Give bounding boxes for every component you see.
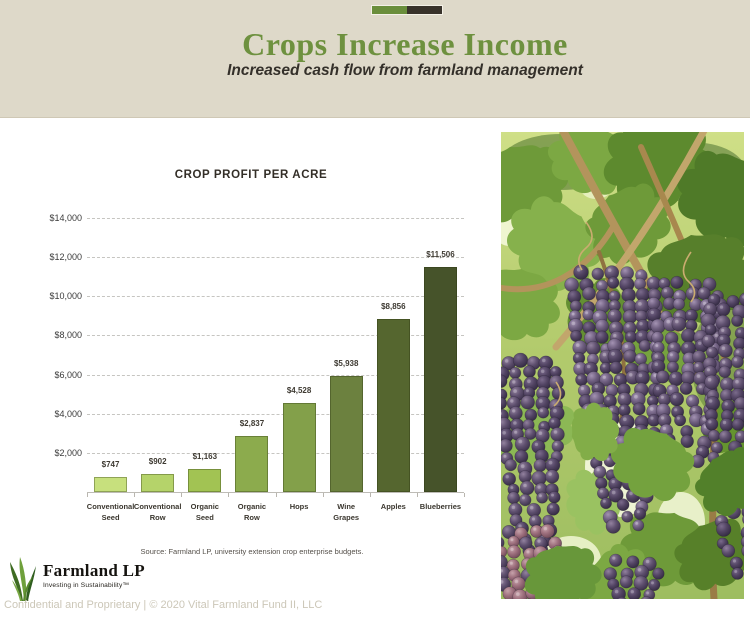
axis-tick — [416, 493, 418, 497]
footer-text: Confidential and Proprietary | © 2020 Vi… — [4, 599, 323, 611]
bar-organic-row — [235, 436, 269, 492]
x-axis-line — [87, 492, 464, 493]
logo-tagline: Investing in Sustainability™ — [43, 582, 130, 589]
logo-name: Farmland LP — [43, 561, 145, 580]
axis-tick — [134, 493, 136, 497]
header-band: Crops Increase Income Increased cash flo… — [0, 0, 750, 118]
axis-tick — [228, 493, 230, 497]
bar-hops — [282, 403, 316, 492]
bar-value-label: $11,506 — [426, 249, 455, 259]
gridline — [87, 257, 464, 259]
grapes-photo — [501, 132, 744, 599]
chart-title: CROP PROFIT PER ACRE — [174, 169, 328, 181]
bar-value-label: $2,837 — [239, 419, 265, 429]
axis-tick — [369, 493, 371, 497]
bar-value-label: $8,856 — [381, 301, 406, 311]
bar-value-label: $5,938 — [333, 358, 359, 368]
y-axis-label: $10,000 — [49, 291, 82, 302]
gridline — [87, 335, 464, 337]
gridline — [87, 218, 464, 219]
gridline — [87, 452, 464, 454]
axis-tick — [322, 493, 324, 497]
axis-tick — [181, 493, 183, 497]
x-axis-label: Conventional Seed — [86, 502, 135, 522]
chart-source-note: Source: Farmland LP, university extensio… — [140, 547, 364, 556]
accent-bar — [371, 5, 443, 15]
y-axis-label: $12,000 — [49, 252, 82, 263]
x-axis-label: Organic Row — [237, 502, 267, 522]
y-axis-label: $14,000 — [49, 213, 82, 223]
bar-conventional-row — [141, 474, 175, 492]
bar-value-label: $902 — [148, 457, 167, 467]
axis-tick — [464, 493, 465, 497]
bar-apples — [376, 318, 410, 492]
bar-conventional-seed — [94, 477, 128, 492]
y-axis-label: $8,000 — [54, 330, 82, 341]
bar-blueberries — [423, 266, 457, 492]
vine-tendrils — [553, 221, 696, 407]
x-axis-label: Hops — [289, 502, 309, 511]
accent-bar-dark-segment — [407, 6, 442, 14]
axis-tick — [87, 493, 88, 497]
grape-cluster — [603, 553, 665, 599]
x-axis-label: Conventional Row — [133, 502, 182, 522]
grapes-photo-illustration — [501, 132, 744, 599]
gridline — [87, 374, 464, 376]
bar-value-label: $747 — [101, 460, 120, 470]
x-axis-label: Blueberries — [419, 502, 462, 511]
bar-wine-grapes — [329, 375, 363, 492]
slide-subtitle: Increased cash flow from farmland manage… — [227, 62, 583, 79]
x-axis-label: Apples — [380, 502, 406, 511]
slide-title: Crops Increase Income — [242, 26, 568, 62]
logo: Farmland LP Investing in Sustainability™ — [8, 556, 145, 602]
gridline — [87, 296, 464, 298]
axis-tick — [275, 493, 277, 497]
bar-value-label: $1,163 — [192, 452, 218, 462]
accent-bar-green-segment — [372, 6, 407, 14]
y-axis-label: $2,000 — [54, 447, 82, 458]
bar-organic-seed — [188, 469, 222, 492]
grass-icon — [10, 557, 36, 601]
x-axis-label: Organic Seed — [190, 502, 219, 522]
logo-text: Farmland LP Investing in Sustainability™ — [43, 556, 145, 590]
bar-value-label: $4,528 — [286, 386, 312, 396]
x-axis-label: Wine Grapes — [333, 502, 360, 522]
gridline — [87, 413, 464, 415]
y-axis-label: $6,000 — [54, 369, 82, 380]
y-axis-label: $4,000 — [54, 408, 82, 419]
